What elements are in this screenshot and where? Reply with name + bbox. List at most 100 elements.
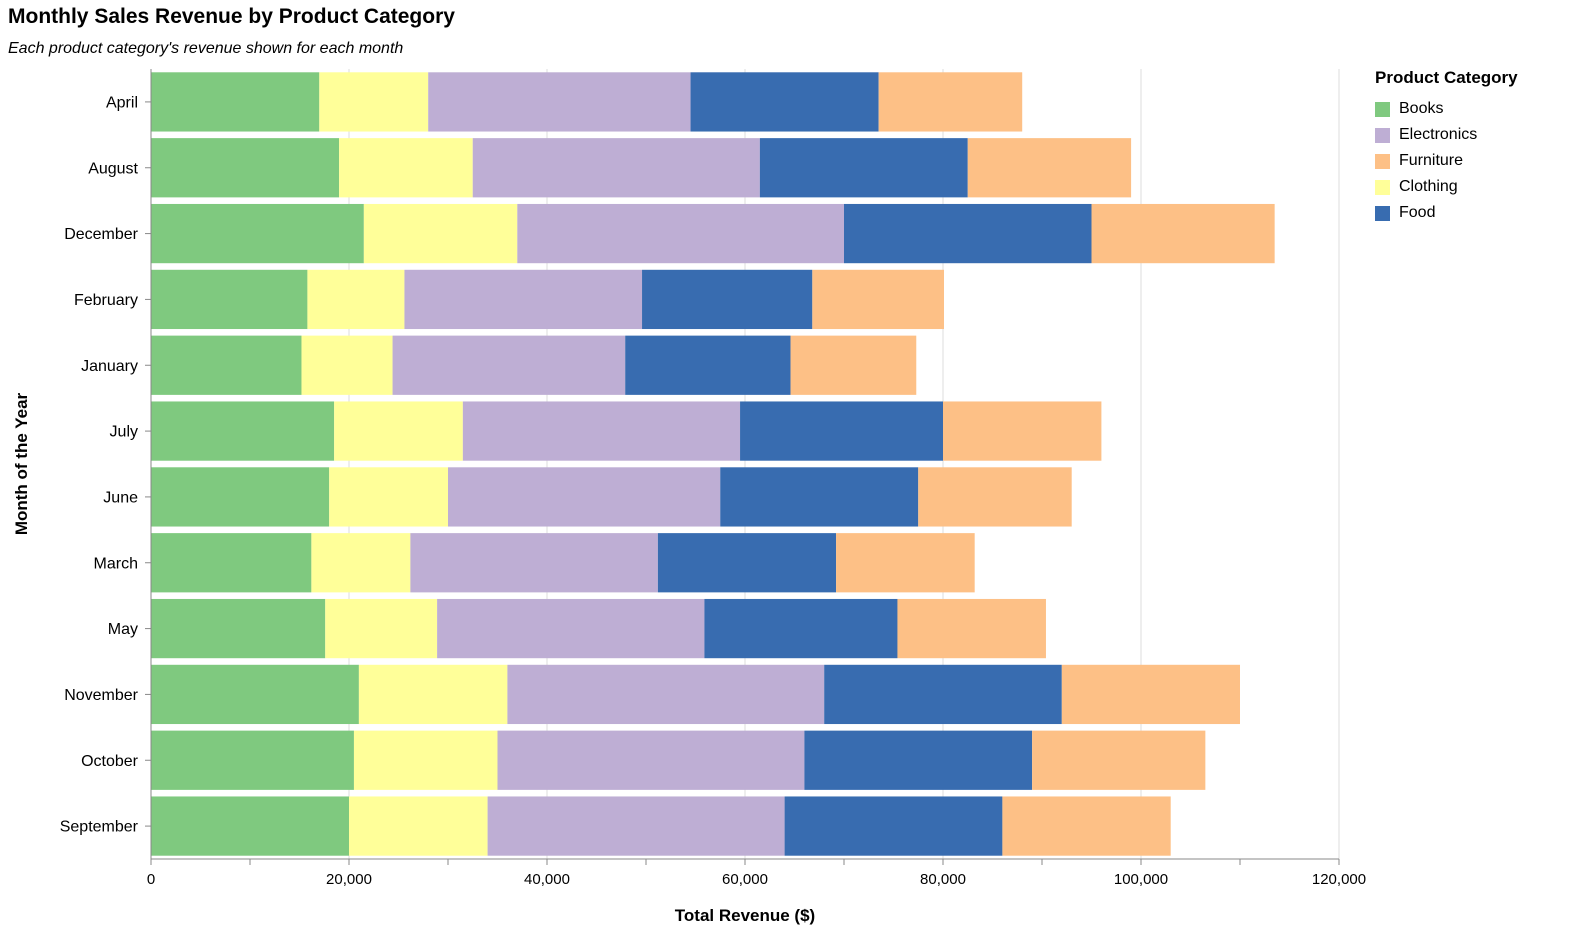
legend-item-clothing: Clothing — [1375, 174, 1518, 200]
bar-clothing-june — [329, 467, 448, 527]
y-tick-label: January — [81, 358, 138, 375]
legend-item-furniture: Furniture — [1375, 148, 1518, 174]
bar-food-january — [625, 335, 791, 395]
bar-food-july — [740, 401, 943, 461]
bar-clothing-january — [301, 335, 393, 395]
legend-swatch — [1375, 179, 1390, 195]
bar-furniture-june — [918, 467, 1072, 527]
bar-furniture-september — [1002, 796, 1171, 856]
legend-label: Clothing — [1399, 178, 1458, 195]
bar-furniture-march — [836, 533, 975, 593]
bar-electronics-august — [472, 138, 760, 198]
y-axis-title: Month of the Year — [12, 392, 31, 535]
y-tick-label: December — [64, 226, 138, 243]
legend-item-electronics: Electronics — [1375, 122, 1518, 148]
bar-clothing-november — [358, 664, 508, 725]
y-tick-label: July — [110, 424, 138, 441]
bar-books-may — [151, 598, 326, 659]
bar-electronics-october — [497, 730, 805, 790]
bar-food-august — [759, 138, 968, 198]
legend-swatch — [1375, 127, 1390, 143]
bar-clothing-march — [311, 533, 411, 593]
legend-label: Electronics — [1399, 126, 1478, 143]
bar-books-november — [151, 664, 359, 725]
legend-swatch — [1375, 153, 1390, 169]
bar-clothing-september — [349, 796, 488, 856]
bar-clothing-august — [339, 138, 473, 198]
bar-furniture-january — [790, 335, 917, 395]
bar-clothing-december — [363, 203, 518, 264]
y-tick-label: October — [81, 753, 139, 770]
bar-clothing-october — [353, 730, 498, 790]
bar-books-october — [151, 730, 354, 790]
bar-electronics-september — [487, 796, 785, 856]
bar-food-october — [804, 730, 1033, 790]
bar-electronics-february — [404, 269, 643, 330]
bar-clothing-may — [325, 598, 438, 659]
bar-food-april — [690, 72, 879, 132]
legend-item-books: Books — [1375, 96, 1518, 122]
legend-item-food: Food — [1375, 200, 1518, 226]
bar-furniture-july — [943, 401, 1102, 461]
bar-books-july — [151, 401, 335, 461]
bar-furniture-october — [1032, 730, 1206, 790]
bar-electronics-april — [428, 72, 691, 132]
bar-electronics-january — [392, 335, 626, 395]
legend-label: Furniture — [1399, 152, 1464, 169]
x-tick-label: 0 — [147, 871, 155, 888]
legend-items: Books Electronics Furniture Clothing Food — [1375, 96, 1518, 226]
y-tick-label: September — [60, 819, 139, 836]
bar-food-september — [784, 796, 1003, 856]
x-tick-label: 60,000 — [722, 871, 768, 888]
bar-books-january — [151, 335, 302, 395]
bar-furniture-february — [812, 269, 944, 330]
bar-furniture-august — [967, 138, 1132, 198]
legend-swatch — [1375, 205, 1390, 221]
bar-food-may — [704, 598, 898, 659]
bar-furniture-may — [897, 598, 1046, 659]
x-tick-label: 80,000 — [920, 871, 966, 888]
y-tick-label: May — [108, 621, 138, 638]
bar-food-december — [844, 203, 1092, 264]
bar-books-june — [151, 467, 330, 527]
bar-clothing-february — [307, 269, 405, 330]
legend-label: Food — [1399, 204, 1436, 221]
bar-electronics-may — [437, 598, 705, 659]
bar-furniture-december — [1091, 203, 1275, 264]
bar-books-february — [151, 269, 308, 330]
bar-electronics-november — [507, 664, 825, 725]
bar-books-december — [151, 203, 364, 264]
bar-food-february — [642, 269, 813, 330]
bar-books-august — [151, 138, 340, 198]
x-tick-label: 40,000 — [524, 871, 570, 888]
bar-clothing-july — [334, 401, 463, 461]
y-tick-label: November — [64, 687, 138, 704]
y-tick-label: August — [88, 160, 138, 177]
legend-label: Books — [1399, 100, 1444, 117]
y-tick-label: March — [94, 555, 138, 572]
x-axis-title: Total Revenue ($) — [675, 906, 815, 925]
bar-clothing-april — [319, 72, 429, 132]
y-tick-label: February — [74, 292, 138, 309]
x-tick-label: 120,000 — [1312, 871, 1366, 888]
bar-electronics-march — [410, 533, 658, 593]
bar-books-september — [151, 796, 349, 856]
bar-furniture-november — [1061, 664, 1240, 725]
y-tick-label: April — [106, 94, 138, 111]
bar-books-april — [151, 72, 320, 132]
bar-food-june — [720, 467, 919, 527]
chart-title: Monthly Sales Revenue by Product Categor… — [8, 5, 455, 28]
bar-food-november — [824, 664, 1062, 725]
bar-electronics-june — [448, 467, 721, 527]
bar-food-march — [657, 533, 837, 593]
legend-title: Product Category — [1375, 68, 1518, 87]
legend-swatch — [1375, 101, 1390, 117]
y-tick-label: June — [103, 489, 138, 506]
bar-electronics-july — [462, 401, 741, 461]
x-tick-label: 20,000 — [326, 871, 372, 888]
axes: 0 20,000 40,000 60,000 80,000 100,000 120,000 A… — [60, 69, 1366, 888]
chart-subtitle: Each product category's revenue shown fo… — [8, 40, 404, 57]
bar-books-march — [151, 533, 312, 593]
x-tick-label: 100,000 — [1114, 871, 1168, 888]
